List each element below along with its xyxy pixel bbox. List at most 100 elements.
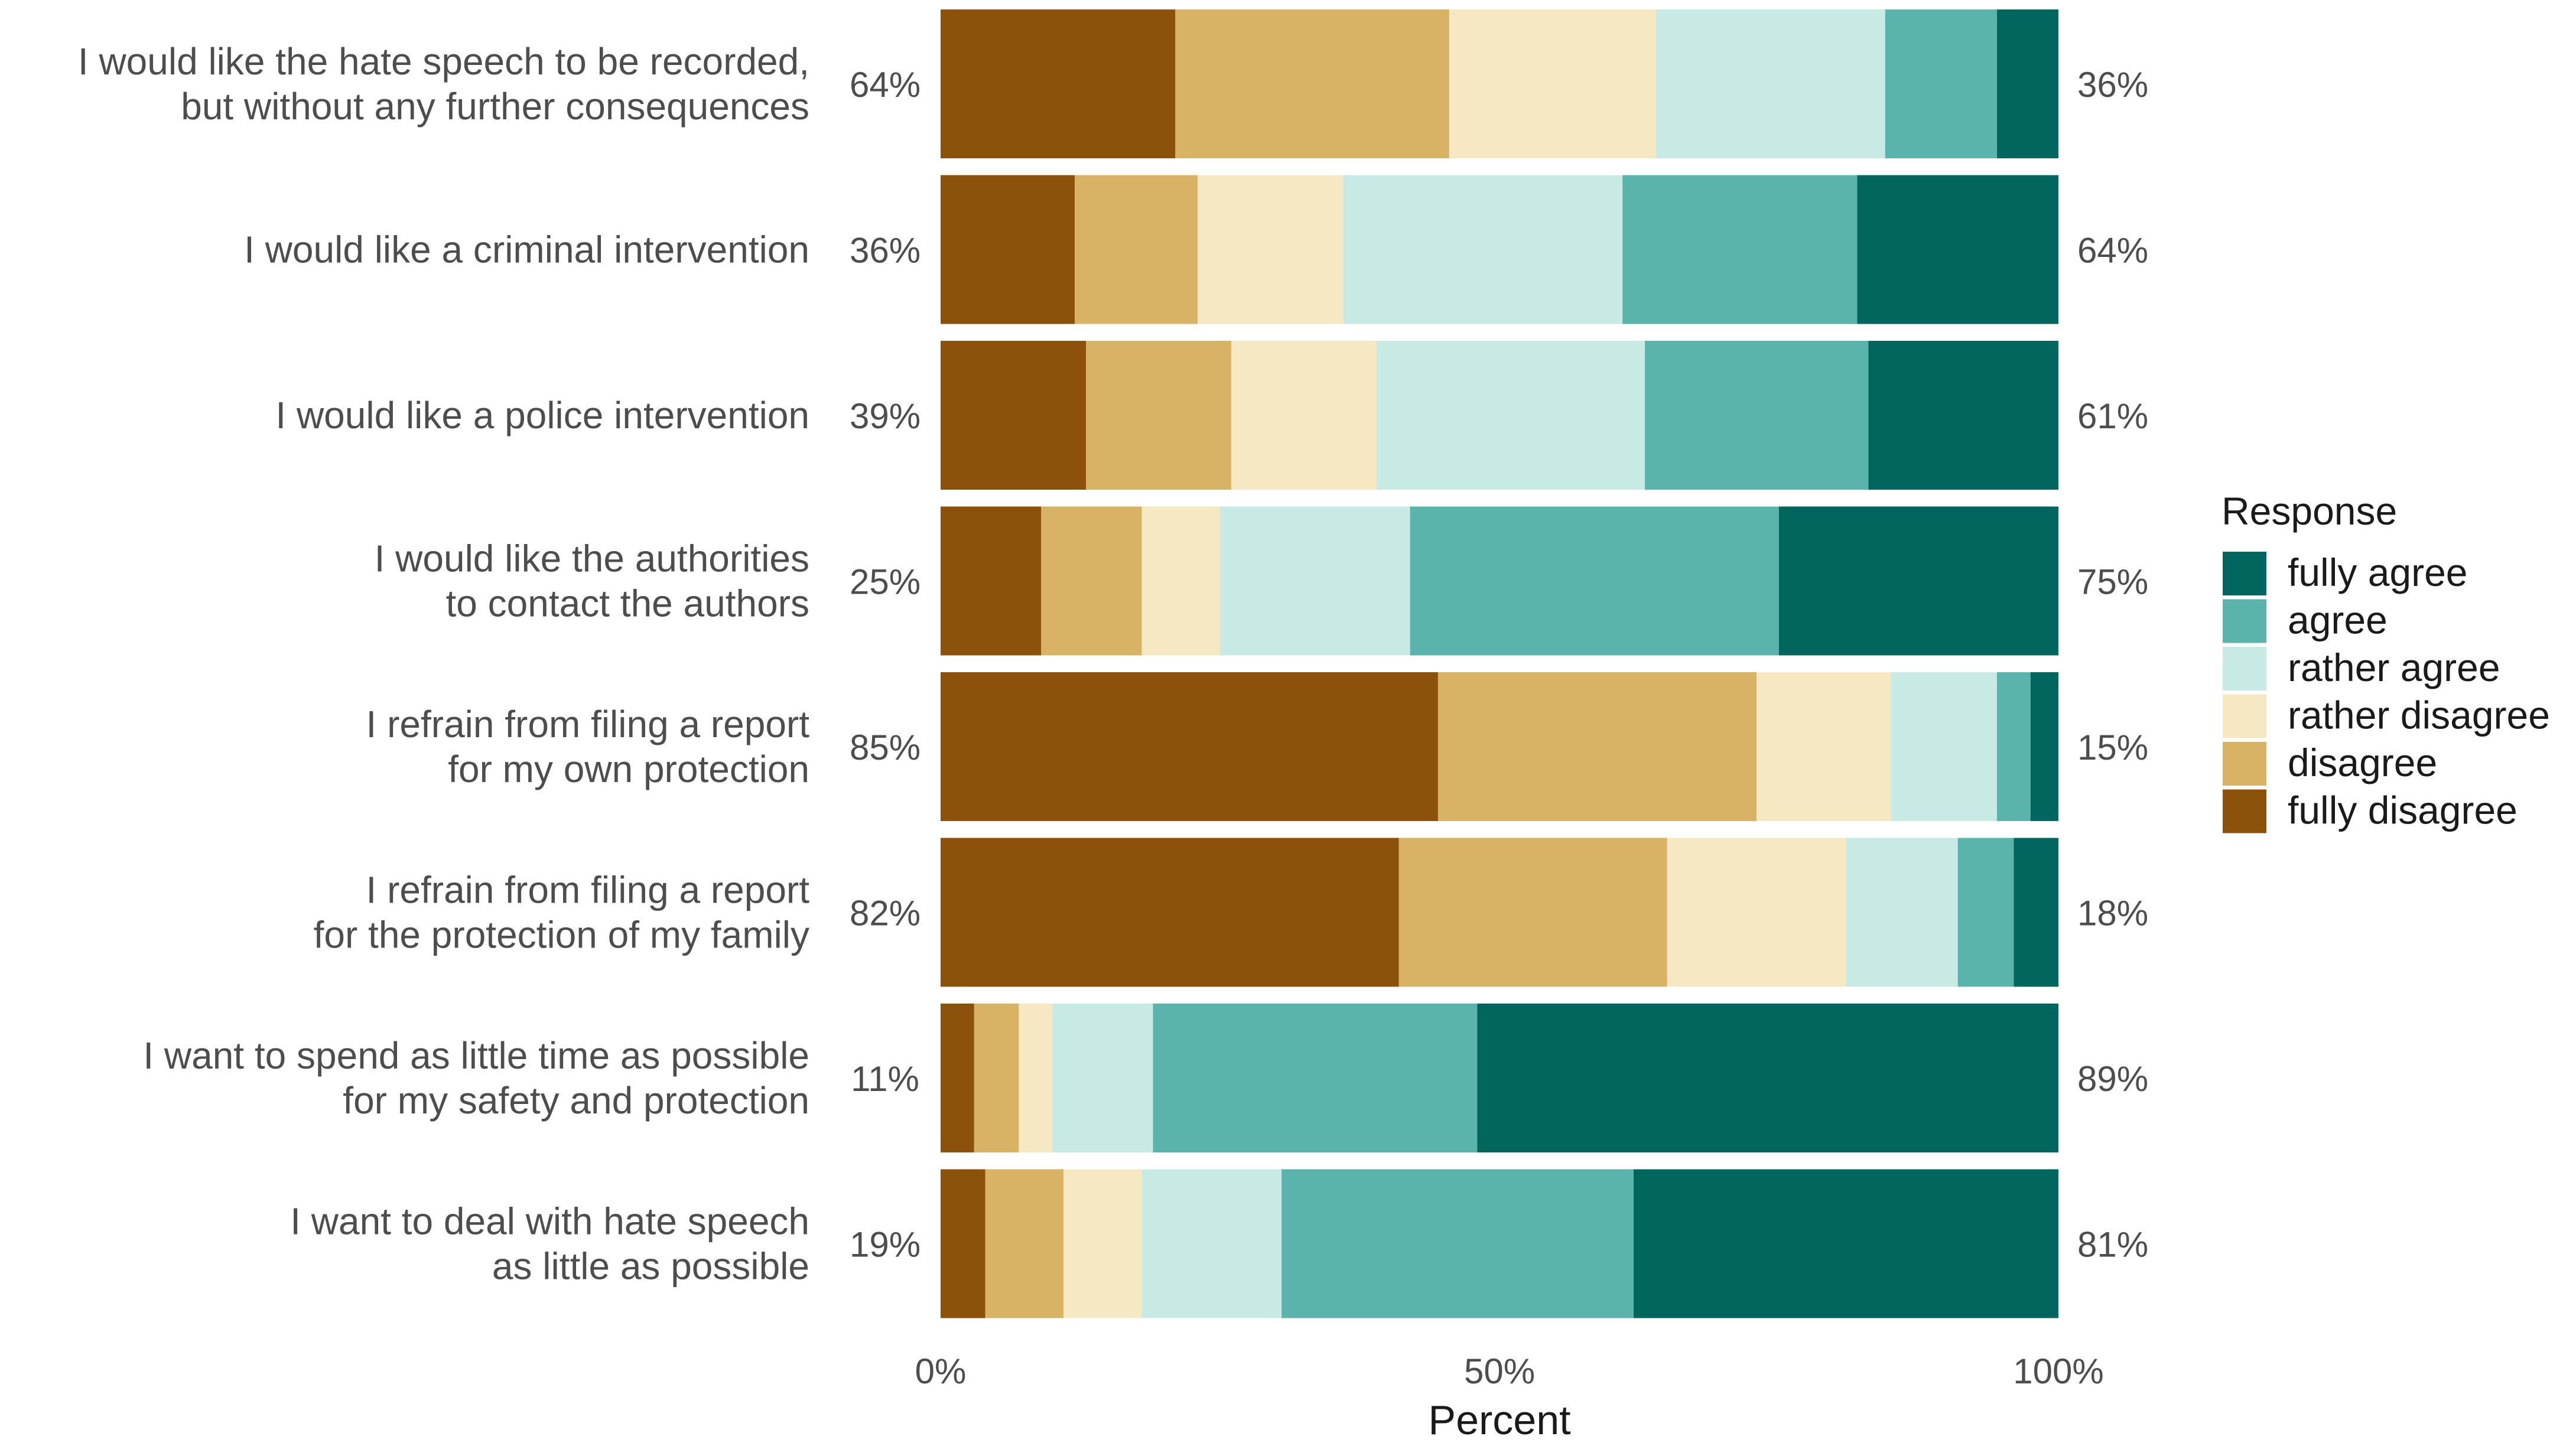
bar-8-rather-disagree [1063, 1169, 1142, 1318]
category-label-1: I would like the hate speech to be recor… [78, 40, 809, 128]
category-label-8: I want to deal with hate speech as little… [290, 1200, 809, 1288]
category-label-6: I refrain from filing a report for the pr… [314, 869, 810, 956]
bar-4-rather-agree [1220, 506, 1410, 656]
bars-layer [941, 9, 2058, 1318]
left-percent-label-5: 85% [850, 728, 921, 767]
x-tick-label: 0% [915, 1351, 967, 1391]
bar-7-agree [1153, 1004, 1478, 1152]
bar-3-fully-agree [1868, 341, 2058, 490]
bar-7-fully-disagree [941, 1004, 974, 1152]
bar-1-fully-disagree [941, 9, 1176, 158]
bar-3-agree [1645, 341, 1869, 490]
bar-2-rather-disagree [1198, 175, 1344, 324]
legend-swatch-fully-agree [2223, 552, 2266, 595]
left-percent-label-8: 19% [850, 1225, 921, 1265]
bar-1-agree [1885, 9, 1997, 158]
legend-title: Response [2222, 489, 2397, 533]
category-label-4: I would like the authorities to contact t… [375, 538, 809, 625]
left-percent-label-3: 39% [850, 396, 921, 436]
bar-6-rather-agree [1846, 838, 1958, 987]
bar-1-rather-agree [1655, 9, 1885, 158]
right-percent-label-8: 81% [2077, 1225, 2148, 1265]
category-label-line: but without any further consequences [181, 85, 809, 128]
category-label-7: I want to spend as little time as possib… [143, 1034, 809, 1122]
bar-8-agree [1282, 1169, 1634, 1318]
category-label-2: I would like a criminal intervention [244, 229, 809, 271]
legend-label-rather-disagree: rather disagree [2288, 693, 2550, 737]
bar-8-fully-agree [1634, 1169, 2058, 1318]
bar-5-fully-agree [2030, 672, 2058, 821]
bar-6-rather-disagree [1667, 838, 1846, 987]
legend-label-agree: agree [2288, 598, 2388, 642]
x-tick-label: 100% [2013, 1351, 2103, 1391]
bar-8-disagree [985, 1169, 1064, 1318]
category-label-line: I want to deal with hate speech [290, 1200, 809, 1243]
right-percent-label-2: 64% [2077, 231, 2148, 271]
category-label-line: for my own protection [448, 748, 809, 790]
bar-4-agree [1410, 506, 1779, 656]
bar-6-disagree [1398, 838, 1667, 987]
category-label-line: to contact the authors [446, 582, 810, 625]
category-label-line: I would like a criminal intervention [244, 229, 809, 271]
legend-swatch-agree [2223, 599, 2266, 643]
left-percent-label-7: 11% [851, 1059, 919, 1099]
category-labels: I would like the hate speech to be recor… [78, 40, 809, 1288]
right-percent-label-1: 36% [2077, 65, 2148, 105]
right-percent-label-7: 89% [2077, 1059, 2148, 1099]
left-percent-label-6: 82% [850, 894, 921, 933]
bar-1-disagree [1175, 9, 1449, 158]
bar-5-rather-disagree [1757, 672, 1891, 821]
bar-1-fully-agree [1996, 9, 2058, 158]
x-axis: 0% 50% 100% [915, 1351, 2104, 1391]
bar-3-rather-agree [1376, 341, 1645, 490]
bar-5-disagree [1437, 672, 1757, 821]
legend-label-disagree: disagree [2288, 741, 2437, 784]
category-label-line: I refrain from filing a report [366, 869, 810, 911]
category-label-line: for the protection of my family [314, 914, 809, 956]
bar-6-agree [1957, 838, 2014, 987]
category-label-line: I want to spend as little time as possib… [143, 1034, 809, 1077]
legend-swatch-rather-agree [2223, 647, 2266, 691]
bar-7-disagree [974, 1004, 1019, 1152]
category-label-3: I would like a police intervention [275, 394, 809, 437]
bar-2-fully-disagree [941, 175, 1075, 324]
bar-2-fully-agree [1857, 175, 2058, 324]
bar-5-rather-agree [1891, 672, 1997, 821]
bar-8-rather-agree [1141, 1169, 1282, 1318]
right-percent-label-6: 18% [2077, 894, 2148, 933]
bar-7-rather-agree [1052, 1004, 1153, 1152]
right-percent-label-3: 61% [2077, 396, 2148, 436]
left-percent-label-4: 25% [850, 562, 921, 602]
bar-2-agree [1622, 175, 1858, 324]
category-label-line: I would like the authorities [375, 538, 809, 580]
legend-label-rather-agree: rather agree [2288, 646, 2500, 689]
bar-2-rather-agree [1343, 175, 1623, 324]
category-label-line: I refrain from filing a report [366, 703, 810, 745]
x-axis-title: Percent [1428, 1397, 1570, 1443]
bar-8-fully-disagree [941, 1169, 985, 1318]
legend-label-fully-agree: fully agree [2288, 551, 2468, 594]
bar-2-disagree [1075, 175, 1198, 324]
category-label-line: for my safety and protection [343, 1079, 809, 1122]
bar-4-rather-disagree [1141, 506, 1220, 656]
bar-3-fully-disagree [941, 341, 1086, 490]
category-label-line: as little as possible [492, 1245, 809, 1288]
bar-3-rather-disagree [1231, 341, 1377, 490]
right-percent-label-5: 15% [2077, 728, 2148, 767]
left-percent-label-2: 36% [850, 231, 921, 271]
legend-swatch-fully-disagree [2223, 789, 2266, 833]
category-label-5: I refrain from filing a report for my own… [366, 703, 810, 790]
category-label-line: I would like a police intervention [275, 394, 809, 437]
bar-3-disagree [1086, 341, 1231, 490]
legend-swatch-disagree [2223, 742, 2266, 786]
bar-7-rather-disagree [1019, 1004, 1053, 1152]
bar-1-rather-disagree [1449, 9, 1656, 158]
legend-swatch-rather-disagree [2223, 694, 2266, 738]
bar-6-fully-agree [2014, 838, 2058, 987]
category-label-line: I would like the hate speech to be recor… [78, 40, 809, 83]
percent-labels: 64% 36% 36% 64% 39% 61% 25% 75% 85% 15% 82% 18% 11% 8… [850, 65, 2148, 1265]
bar-4-disagree [1041, 506, 1142, 656]
bar-5-fully-disagree [941, 672, 1438, 821]
